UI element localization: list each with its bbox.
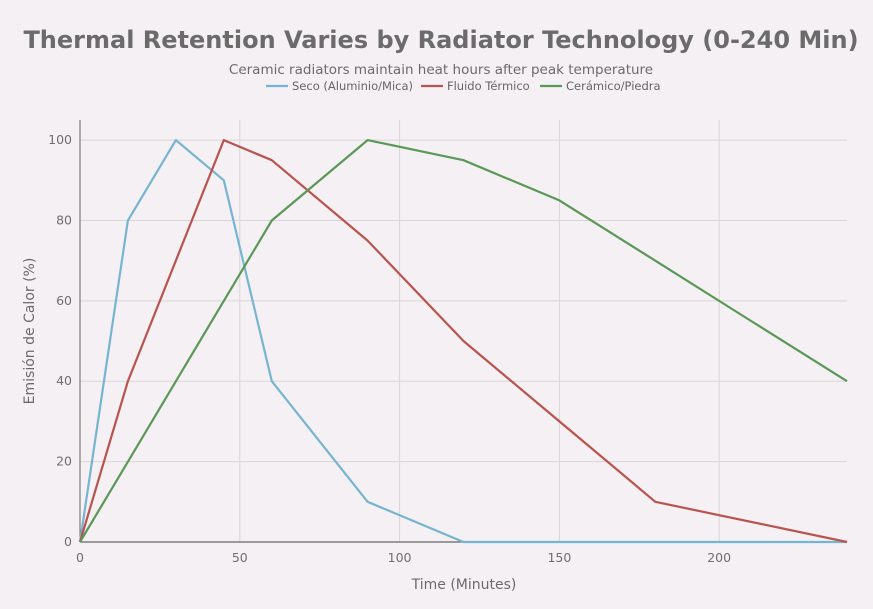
y-tick-label: 60 (56, 293, 72, 308)
tick-labels: 0 50 100 150 200 0 20 40 60 80 100 (48, 132, 731, 565)
series-line (78, 139, 848, 544)
y-axis-label: Emisión de Calor (%) (22, 258, 38, 405)
x-tick-label: 100 (388, 550, 412, 565)
axes (79, 120, 847, 543)
series-line (79, 139, 848, 543)
x-tick-label: 150 (547, 550, 571, 565)
y-tick-label: 0 (64, 534, 72, 549)
series-line (78, 139, 847, 544)
gridlines (79, 120, 847, 543)
legend: Seco (Aluminio/Mica) Fluido Térmico Cerámi… (266, 79, 661, 93)
chart-subtitle: Ceramic radiators maintain heat hours af… (229, 62, 653, 78)
y-tick-label: 80 (56, 212, 72, 227)
y-tick-label: 40 (56, 373, 72, 388)
chart-title: Thermal Retention Varies by Radiator Tec… (23, 26, 858, 54)
y-tick-label: 20 (56, 454, 72, 469)
legend-label: Cerámico/Piedra (566, 79, 661, 93)
x-tick-label: 0 (76, 550, 84, 565)
y-tick-label: 100 (48, 132, 72, 147)
x-axis-label: Time (Minutes) (411, 577, 517, 593)
x-tick-label: 200 (707, 550, 731, 565)
series-group (78, 139, 848, 544)
legend-label: Fluido Térmico (447, 79, 530, 93)
x-tick-label: 50 (232, 550, 248, 565)
legend-label: Seco (Aluminio/Mica) (292, 79, 413, 93)
